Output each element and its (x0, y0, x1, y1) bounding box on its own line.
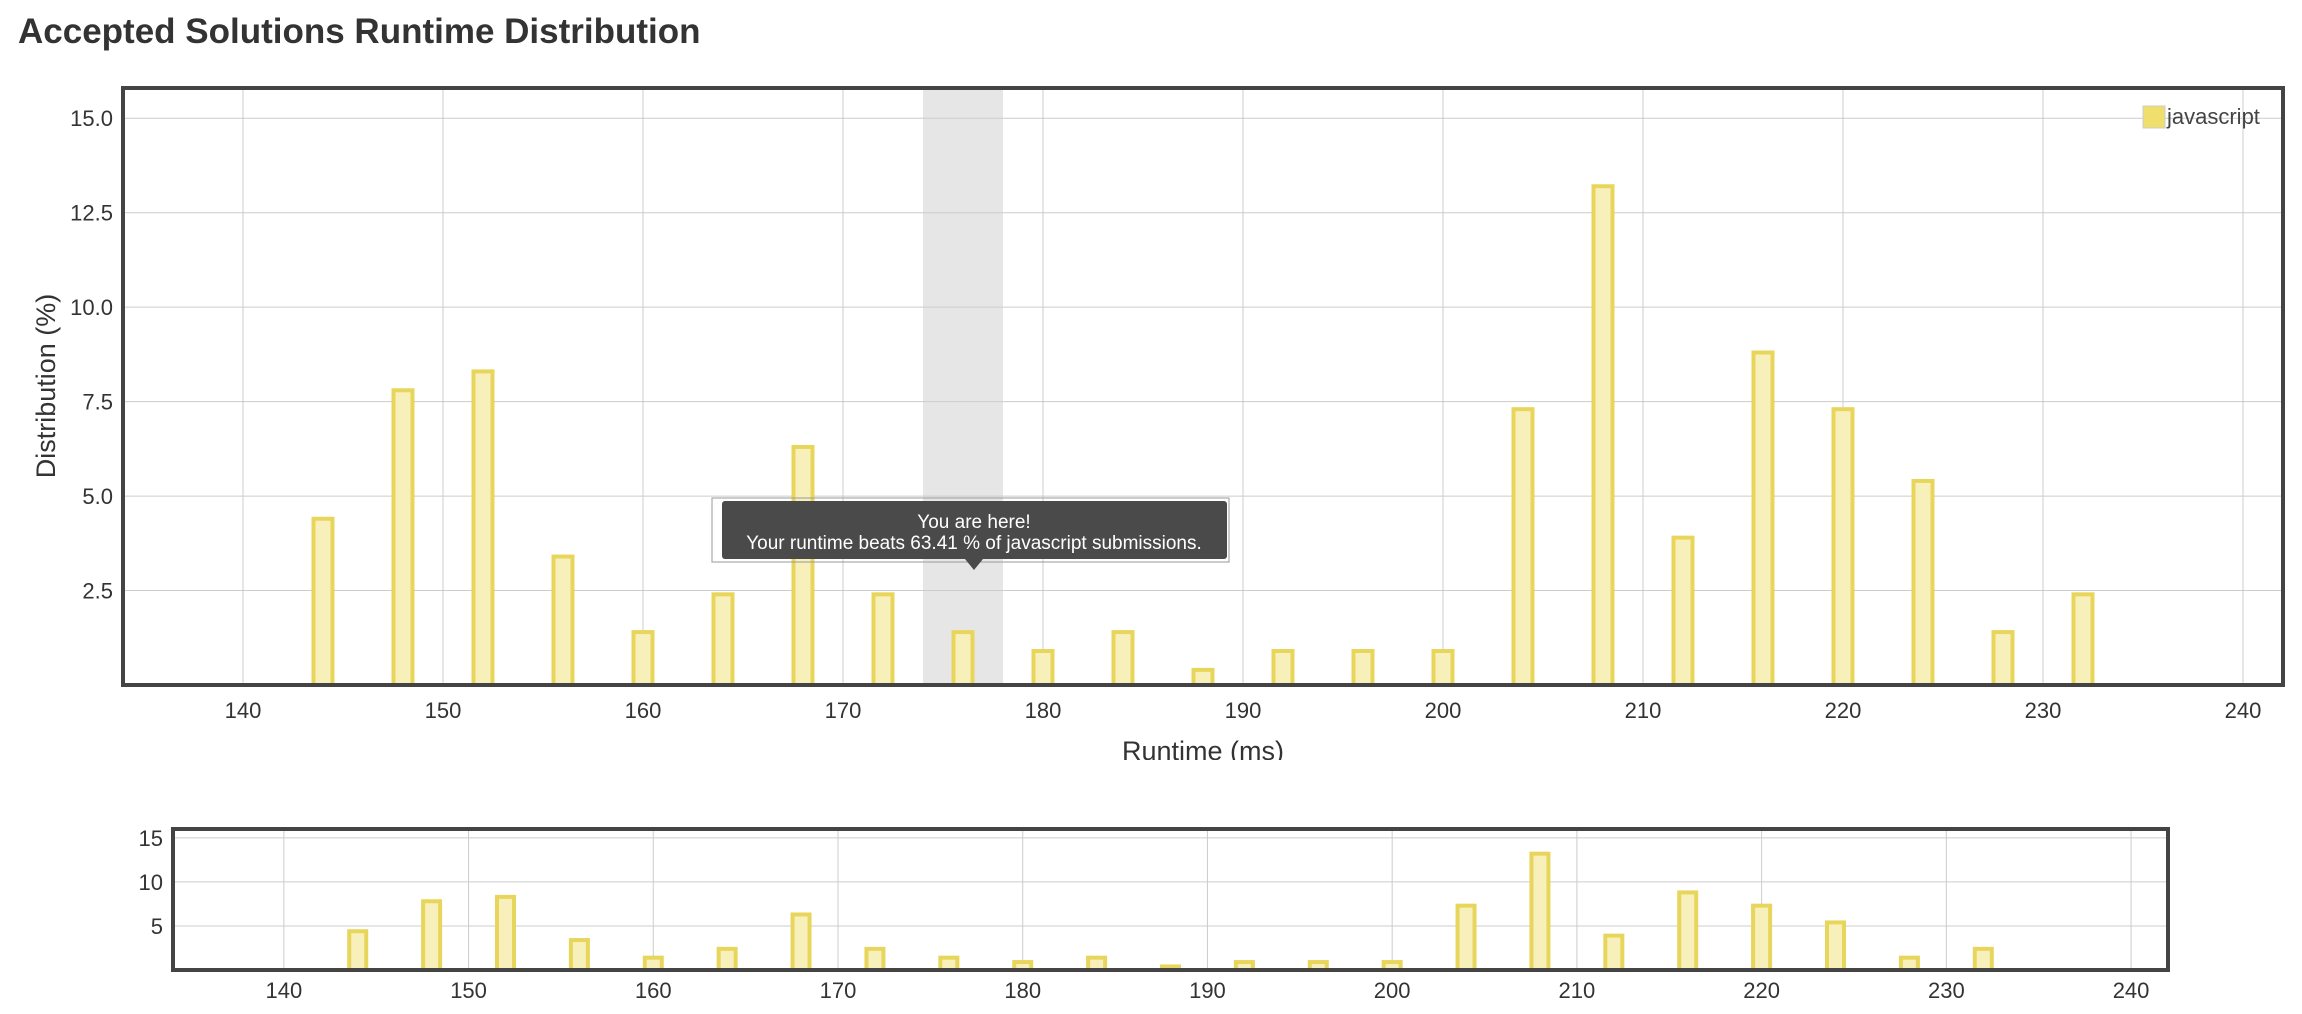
legend[interactable]: javascript (2142, 104, 2260, 129)
x-tick-label: 200 (1374, 978, 1411, 1003)
x-tick-label: 170 (825, 698, 862, 723)
bar-164ms[interactable] (716, 946, 738, 972)
x-tick-label: 230 (1928, 978, 1965, 1003)
bar-168ms[interactable] (790, 912, 812, 973)
x-tick-label: 210 (1559, 978, 1596, 1003)
x-tick-label: 160 (635, 978, 672, 1003)
x-tick-label: 200 (1425, 698, 1462, 723)
x-tick-label: 180 (1004, 978, 1041, 1003)
x-axis-title: Runtime (ms) (1122, 736, 1284, 760)
tooltip-box (722, 501, 1227, 559)
bar-204ms[interactable] (1455, 903, 1477, 973)
y-tick-label: 7.5 (82, 390, 113, 415)
x-tick-label: 240 (2225, 698, 2262, 723)
y-tick-label: 15 (139, 826, 163, 851)
x-tick-label: 180 (1025, 698, 1062, 723)
y-tick-label: 10 (139, 870, 163, 895)
bar-144ms[interactable] (347, 929, 369, 972)
x-tick-label: 140 (225, 698, 262, 723)
y-tick-label: 12.5 (70, 201, 113, 226)
x-tick-label: 220 (1743, 978, 1780, 1003)
y-tick-label: 2.5 (82, 579, 113, 604)
y-tick-label: 5.0 (82, 484, 113, 509)
x-tick-label: 220 (1825, 698, 1862, 723)
bar-172ms[interactable] (864, 946, 886, 972)
x-tick-label: 230 (2025, 698, 2062, 723)
x-tick-label: 190 (1189, 978, 1226, 1003)
tooltip-pointer (965, 559, 983, 570)
x-tick-label: 150 (450, 978, 487, 1003)
bar-212ms[interactable] (1603, 933, 1625, 972)
bar-156ms[interactable] (568, 938, 590, 972)
tooltip-line-1: You are here! (917, 512, 1030, 533)
legend-label-javascript: javascript (2166, 104, 2260, 129)
bar-148ms[interactable] (421, 899, 443, 973)
x-tick-label: 240 (2113, 978, 2150, 1003)
tooltip-line-2: Your runtime beats 63.41 % of javascript… (746, 533, 1202, 554)
your-runtime-highlight (923, 88, 1003, 685)
bar-152ms[interactable] (495, 894, 516, 973)
y-tick-label: 5 (151, 914, 163, 939)
page-title: Accepted Solutions Runtime Distribution (18, 12, 701, 51)
runtime-tooltip: You are here! Your runtime beats 63.41 %… (711, 497, 1230, 570)
y-tick-label: 15.0 (70, 106, 113, 131)
x-tick-label: 210 (1625, 698, 1662, 723)
bar-208ms[interactable] (1529, 851, 1551, 972)
x-tick-label: 170 (820, 978, 857, 1003)
x-tick-label: 160 (625, 698, 662, 723)
bar-216ms[interactable] (1677, 890, 1699, 973)
x-tick-label: 140 (265, 978, 302, 1003)
bar-220ms[interactable] (1751, 903, 1773, 973)
bar-224ms[interactable] (1825, 920, 1846, 972)
bar-232ms[interactable] (1972, 946, 1994, 972)
y-tick-label: 10.0 (70, 295, 113, 320)
y-axis-title: Distribution (%) (31, 294, 61, 479)
legend-swatch-javascript (2142, 105, 2166, 129)
x-tick-label: 150 (425, 698, 462, 723)
runtime-distribution-chart[interactable]: 140 150 160 170 180 190 200 210 220 230 240 2.5 5.0… (0, 0, 2302, 760)
overview-frame (171, 827, 2170, 972)
x-tick-label: 190 (1225, 698, 1262, 723)
plot-frame (121, 86, 2285, 687)
